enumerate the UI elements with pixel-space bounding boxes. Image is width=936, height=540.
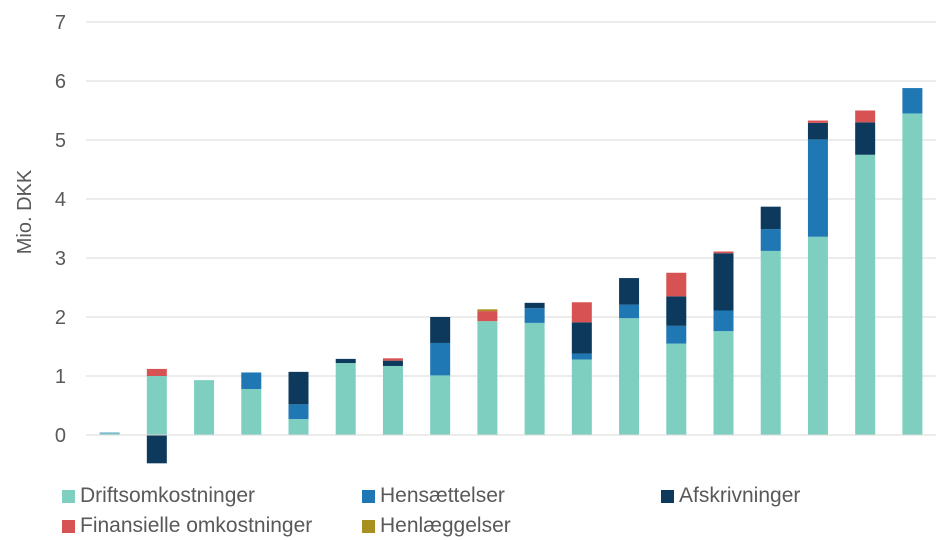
- legend-item-afskrivninger: Afskrivninger: [661, 482, 800, 510]
- y-tick-labels: 0 1 2 3 4 5 6 7: [55, 12, 66, 447]
- bar-segment: [807, 122, 828, 140]
- bar-segment: [619, 278, 640, 305]
- bar-segment: [855, 110, 876, 123]
- bar-segment: [241, 372, 262, 389]
- y-tick-label: 1: [55, 366, 66, 388]
- y-tick-label: 2: [55, 307, 66, 329]
- y-axis-label: Mio. DKK: [14, 169, 36, 254]
- bar-segment: [382, 360, 403, 366]
- bar-segment: [713, 310, 734, 332]
- legend: Driftsomkostninger Hensættelser Afskrivn…: [0, 476, 936, 539]
- bar-segment: [146, 376, 167, 435]
- bar-segment: [524, 302, 545, 309]
- bar-segment: [713, 251, 734, 254]
- legend-label: Henlæggelser: [380, 514, 511, 537]
- bar-segment: [807, 120, 828, 123]
- legend-item-finansielle-omkostninger: Finansielle omkostninger: [62, 512, 312, 540]
- bar-segment: [430, 317, 451, 343]
- bar-segment: [666, 325, 687, 344]
- legend-item-hensaettelser: Hensættelser: [362, 482, 505, 510]
- legend-item-driftsomkostninger: Driftsomkostninger: [62, 482, 255, 510]
- bar-segment: [477, 321, 498, 435]
- bar-segment: [760, 206, 781, 230]
- bar-segment: [288, 404, 309, 420]
- legend-label: Afskrivninger: [679, 484, 801, 507]
- gridlines: [86, 21, 936, 377]
- y-tick-label: 5: [55, 130, 66, 152]
- bar-segment: [99, 432, 120, 434]
- bar-segment: [335, 358, 356, 364]
- bar-segment: [571, 302, 592, 323]
- bar-segment: [666, 343, 687, 435]
- legend-swatch: [661, 489, 674, 503]
- legend-label: Driftsomkostninger: [80, 484, 256, 507]
- bar-segment: [194, 380, 215, 435]
- bar-segment: [807, 236, 828, 435]
- legend-label: Hensættelser: [380, 484, 505, 507]
- bar-segment: [902, 88, 923, 114]
- legend-swatch: [362, 489, 375, 503]
- legend-swatch: [62, 519, 75, 533]
- bar-segment: [571, 359, 592, 435]
- bars: [99, 88, 923, 464]
- bar-segment: [855, 154, 876, 435]
- bar-segment: [713, 331, 734, 435]
- bar-segment: [666, 296, 687, 326]
- bar-segment: [477, 311, 498, 322]
- legend-swatch: [62, 489, 75, 503]
- legend-label: Finansielle omkostninger: [80, 514, 313, 537]
- bar-segment: [619, 304, 640, 319]
- bar-segment: [146, 368, 167, 376]
- bar-segment: [713, 253, 734, 311]
- bar-segment: [760, 250, 781, 435]
- bar-segment: [288, 371, 309, 405]
- y-tick-label: 4: [55, 189, 66, 211]
- bar-segment: [241, 388, 262, 435]
- bar-segment: [430, 342, 451, 376]
- bar-segment: [571, 322, 592, 354]
- legend-swatch: [362, 519, 375, 533]
- bar-segment: [524, 308, 545, 323]
- bar-segment: [288, 419, 309, 435]
- bar-segment: [146, 435, 167, 464]
- y-tick-label: 0: [55, 425, 66, 447]
- y-tick-label: 3: [55, 248, 66, 270]
- bar-segment: [760, 229, 781, 251]
- bar-segment: [855, 122, 876, 155]
- bar-segment: [571, 353, 592, 360]
- bar-segment: [430, 375, 451, 435]
- bar-segment: [902, 113, 923, 435]
- legend-item-henlaeggelser: Henlæggelser: [362, 512, 511, 540]
- bar-segment: [477, 309, 498, 312]
- bar-segment: [382, 358, 403, 361]
- bar-segment: [335, 363, 356, 435]
- bar-segment: [382, 365, 403, 435]
- bar-segment: [524, 322, 545, 435]
- y-tick-label: 7: [55, 12, 66, 34]
- bar-segment: [619, 318, 640, 435]
- bar-segment: [807, 139, 828, 237]
- bar-segment: [99, 433, 120, 435]
- y-tick-label: 6: [55, 71, 66, 93]
- bar-segment: [666, 272, 687, 297]
